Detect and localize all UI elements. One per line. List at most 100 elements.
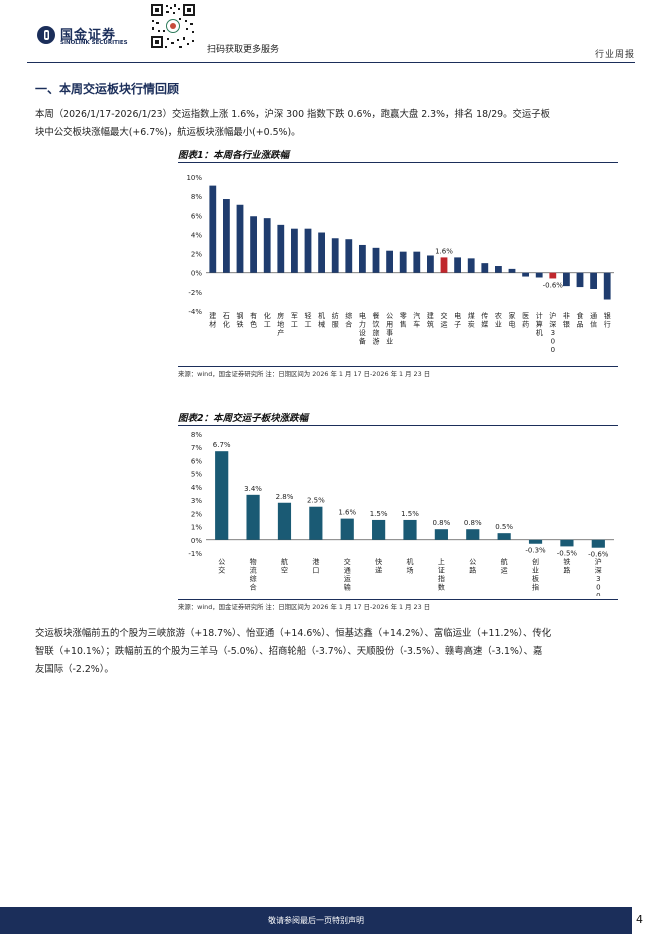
- bar: [359, 244, 366, 273]
- stock-movers-paragraph: 交运板块涨幅前五的个股为三峡旅游（+18.7%）、怡亚通（+14.6%）、恒基达…: [35, 625, 635, 679]
- bar: [263, 218, 271, 273]
- section-title: 一、本周交运板块行情回顾: [35, 82, 180, 96]
- category-label: 机场: [407, 557, 414, 575]
- bar: [403, 519, 417, 540]
- data-label: -0.6%: [543, 281, 564, 289]
- y-tick-label: 1%: [191, 524, 202, 532]
- bar: [508, 268, 516, 273]
- y-tick-label: 2%: [191, 510, 202, 518]
- bar: [386, 250, 393, 273]
- figure2-bottom-rule: [178, 599, 618, 600]
- footer-disclaimer[interactable]: 敬请参阅最后一页特别声明: [268, 916, 364, 925]
- category-label: 铁路: [563, 557, 570, 575]
- y-tick-label: 8%: [191, 431, 202, 439]
- category-label: 电力设备: [359, 311, 366, 346]
- bar: [340, 518, 354, 540]
- industry-returns-chart: 10% 8% 6% 4% 2% 0% -2% -4% 建材石化钢铁有色化工房地产军工轻工机械纺服…: [186, 174, 614, 354]
- bar: [603, 272, 611, 300]
- bar: [576, 272, 584, 288]
- bar: [223, 199, 230, 273]
- bar: [528, 539, 543, 544]
- y-tick-label: 4%: [191, 484, 202, 492]
- bar: [591, 539, 605, 548]
- category-label: 军工: [291, 312, 298, 329]
- y-tick-label: 6%: [191, 212, 202, 220]
- bar: [250, 216, 257, 273]
- data-label: 6.7%: [213, 441, 231, 449]
- category-label: 交运: [441, 311, 448, 329]
- category-label: 航空: [281, 557, 288, 575]
- category-label: 公用事业: [386, 312, 393, 346]
- y-tick-label: -4%: [188, 308, 202, 316]
- category-label: 电子: [454, 311, 461, 329]
- category-label: 通信: [590, 311, 597, 329]
- category-label: 港口: [312, 557, 319, 575]
- bar: [440, 257, 448, 273]
- bar: [372, 519, 386, 540]
- data-label: -0.6%: [588, 551, 609, 559]
- category-label: 计算机: [536, 311, 543, 337]
- summary-paragraph: 本周（2026/1/17-2026/1/23）交运指数上涨 1.6%，沪深 30…: [35, 106, 635, 142]
- data-label: 0.8%: [432, 519, 450, 527]
- bar: [304, 228, 312, 273]
- bar: [318, 232, 325, 273]
- movers-line-1: 交运板块涨幅前五的个股为三峡旅游（+18.7%）、怡亚通（+14.6%）、恒基达…: [35, 628, 552, 639]
- bar: [215, 451, 229, 540]
- bar: [236, 204, 244, 273]
- y-tick-label: 10%: [186, 174, 202, 182]
- category-label: 零售: [400, 312, 407, 329]
- bar: [434, 529, 448, 540]
- bar: [209, 185, 217, 273]
- report-category: 行业周报: [594, 50, 635, 60]
- qr-code-icon[interactable]: [149, 2, 197, 50]
- category-label: 轻工: [305, 311, 312, 329]
- logo-icon: [37, 26, 55, 44]
- bar: [427, 255, 434, 273]
- bar: [549, 272, 557, 279]
- data-label: 0.8%: [464, 519, 482, 527]
- bar: [563, 272, 570, 287]
- bar: [454, 257, 461, 273]
- y-tick-label: 2%: [191, 251, 202, 259]
- bar: [277, 502, 292, 540]
- data-label: 2.8%: [276, 493, 294, 501]
- figure1-title: 图表1：本周各行业涨跌幅: [178, 150, 290, 161]
- category-label: 物流综合: [250, 557, 257, 592]
- category-label: 钢铁: [237, 311, 244, 329]
- category-label: 纺服: [332, 311, 339, 329]
- movers-line-3: 友国际（-2.2%）。: [35, 664, 114, 675]
- category-label: 沪深 3 0 0: [549, 311, 556, 354]
- data-label: 1.6%: [338, 509, 356, 517]
- category-label: 农业: [495, 311, 502, 329]
- category-label: 非银: [563, 311, 570, 329]
- data-label: 3.4%: [244, 485, 262, 493]
- bar: [309, 506, 323, 540]
- bar: [466, 529, 480, 540]
- y-tick-label: 0%: [191, 270, 202, 278]
- category-label: 家电: [509, 311, 516, 329]
- category-label: 交通运输: [344, 557, 351, 592]
- header-divider: [27, 62, 635, 63]
- data-label: 1.5%: [370, 510, 388, 518]
- y-tick-label: -2%: [188, 289, 202, 297]
- bar: [372, 247, 380, 273]
- category-label: 快递: [375, 557, 382, 575]
- category-label: 化工: [264, 311, 271, 329]
- bar: [560, 539, 574, 547]
- category-label: 综合: [345, 311, 352, 329]
- transport-subsector-chart: 8% 7% 6% 5% 4% 3% 2% 1% 0% -1% 6.7% 公交 3.4% 物流综合 2.8% 航…: [188, 431, 614, 596]
- bar: [345, 239, 353, 273]
- category-label: 上证指数: [438, 557, 445, 592]
- category-label: 石化: [223, 312, 230, 329]
- y-tick-label: 4%: [191, 231, 202, 239]
- bar: [399, 251, 407, 273]
- category-label: 沪深 3 0 0: [595, 557, 602, 596]
- data-label: 1.5%: [401, 510, 419, 518]
- bar: [535, 272, 543, 278]
- category-label: 医药: [522, 312, 529, 329]
- category-label: 传媒: [481, 311, 488, 329]
- y-tick-label: 6%: [191, 457, 202, 465]
- data-label: 1.6%: [435, 247, 453, 255]
- bar: [590, 272, 597, 289]
- data-label: -0.5%: [557, 549, 578, 557]
